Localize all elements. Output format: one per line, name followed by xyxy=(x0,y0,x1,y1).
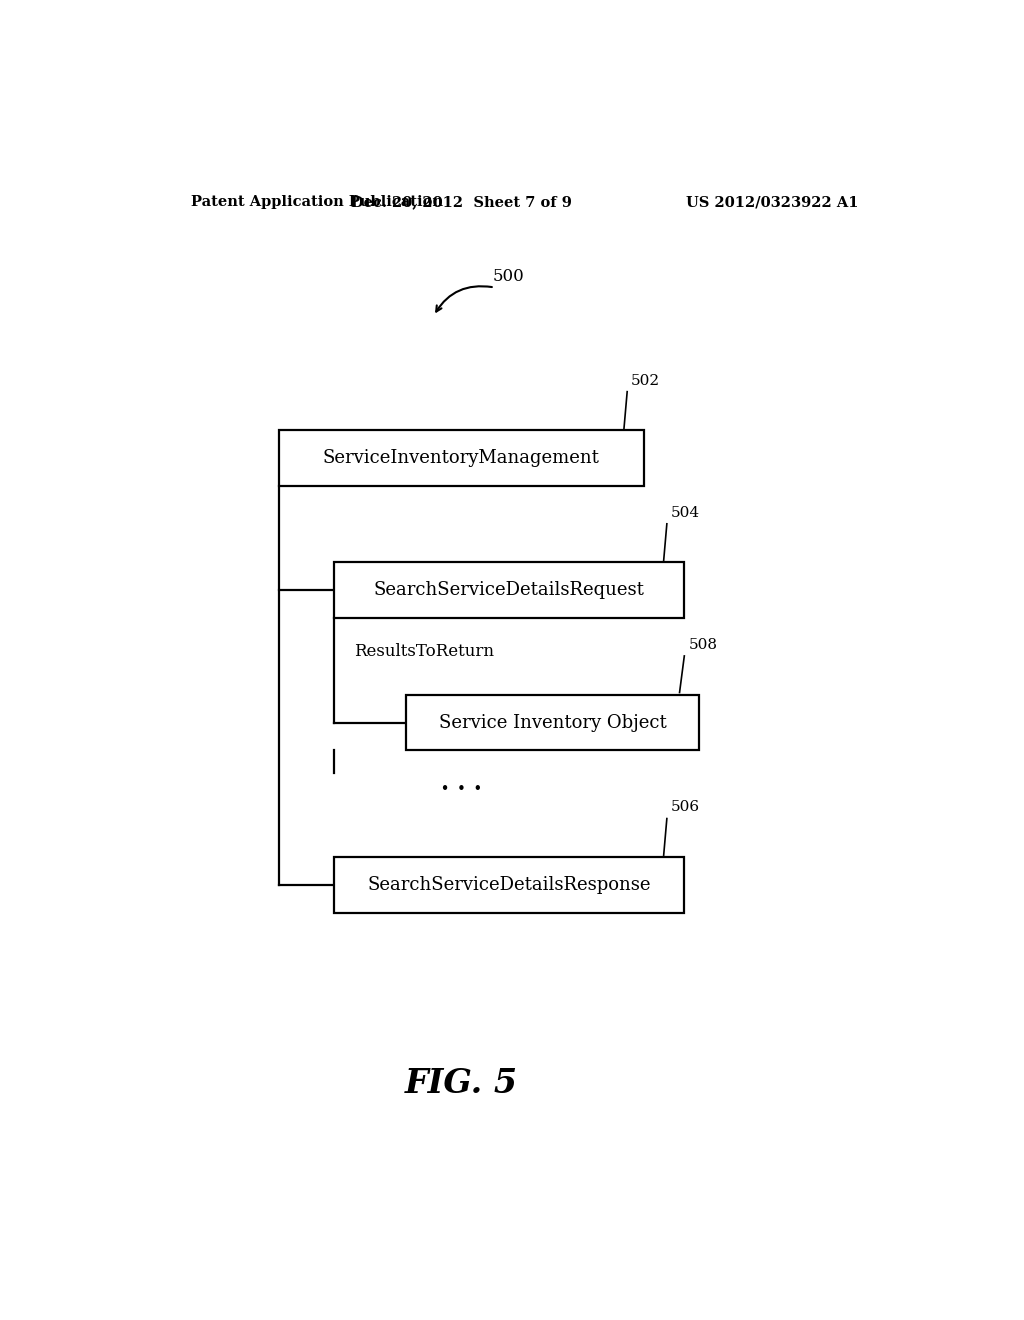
Text: SearchServiceDetailsRequest: SearchServiceDetailsRequest xyxy=(374,581,644,599)
Text: ResultsToReturn: ResultsToReturn xyxy=(354,643,495,660)
Text: 502: 502 xyxy=(631,374,660,388)
FancyBboxPatch shape xyxy=(279,430,644,486)
Text: ServiceInventoryManagement: ServiceInventoryManagement xyxy=(323,449,600,467)
Text: FIG. 5: FIG. 5 xyxy=(404,1067,518,1100)
Text: Dec. 20, 2012  Sheet 7 of 9: Dec. 20, 2012 Sheet 7 of 9 xyxy=(351,195,571,209)
Text: 508: 508 xyxy=(688,638,717,652)
Text: . . .: . . . xyxy=(441,771,481,796)
Text: SearchServiceDetailsResponse: SearchServiceDetailsResponse xyxy=(368,876,650,894)
Text: 504: 504 xyxy=(671,506,700,520)
Text: 506: 506 xyxy=(671,800,700,814)
FancyBboxPatch shape xyxy=(334,857,684,913)
Text: 500: 500 xyxy=(494,268,525,285)
Text: Patent Application Publication: Patent Application Publication xyxy=(191,195,443,209)
Text: US 2012/0323922 A1: US 2012/0323922 A1 xyxy=(686,195,858,209)
FancyBboxPatch shape xyxy=(334,562,684,618)
FancyBboxPatch shape xyxy=(406,694,699,751)
Text: Service Inventory Object: Service Inventory Object xyxy=(438,714,667,731)
